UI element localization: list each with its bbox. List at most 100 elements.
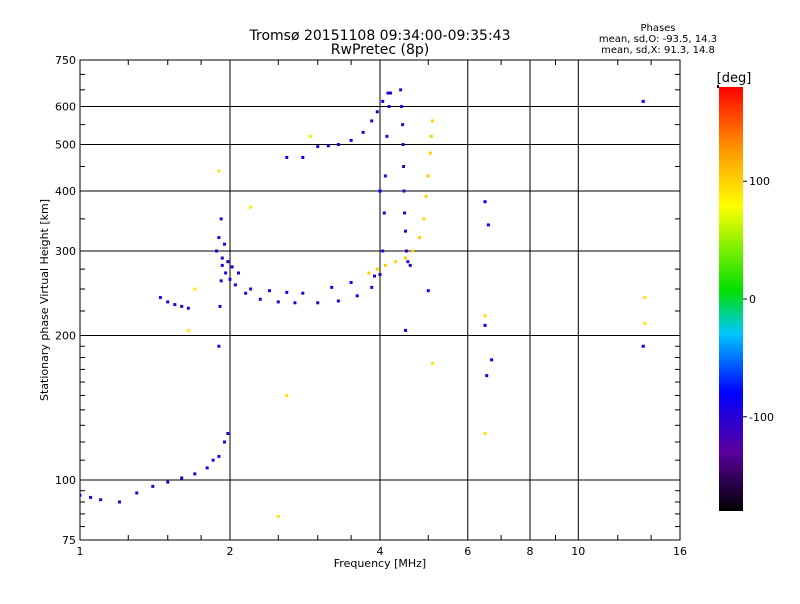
series-o-mode-spread xyxy=(215,217,377,295)
echo-point xyxy=(378,189,382,193)
echo-point xyxy=(422,217,426,221)
echo-point xyxy=(186,306,190,310)
echo-point xyxy=(403,229,407,233)
echo-point xyxy=(217,236,221,240)
echo-point xyxy=(417,236,421,240)
echo-point xyxy=(285,155,289,159)
echo-point xyxy=(230,265,234,269)
echo-point xyxy=(180,476,184,480)
series-low-sporadic xyxy=(80,296,230,504)
series-o-mode-cusp xyxy=(399,88,412,267)
echo-point xyxy=(276,514,280,518)
echo-point xyxy=(373,274,377,278)
echo-point xyxy=(486,223,490,227)
echo-point xyxy=(403,328,407,332)
echo-point xyxy=(217,454,221,458)
chart-title: Tromsø 20151108 09:34:00-09:35:43 xyxy=(249,28,511,44)
echo-point xyxy=(404,249,408,253)
echo-point xyxy=(220,263,224,267)
y-tick-label: 100 xyxy=(55,474,76,487)
echo-point xyxy=(361,130,365,134)
echo-point xyxy=(426,174,430,178)
echo-point xyxy=(399,88,403,92)
echo-point xyxy=(428,151,432,155)
echo-point xyxy=(316,145,320,149)
echo-point xyxy=(349,280,353,284)
echo-point xyxy=(151,484,155,488)
echo-point xyxy=(375,267,379,271)
x-tick-label: 8 xyxy=(527,545,534,558)
echo-point xyxy=(158,296,162,300)
y-tick-label: 200 xyxy=(55,330,76,343)
phase-stats-o: mean, sd,O: -93.5, 14.3 xyxy=(598,34,718,45)
echo-point xyxy=(381,249,385,253)
echo-point xyxy=(117,500,121,504)
echo-point xyxy=(223,440,227,444)
echo-point xyxy=(285,394,289,398)
echo-point xyxy=(336,143,340,147)
echo-point xyxy=(301,291,305,295)
echo-point xyxy=(211,458,215,462)
echo-point xyxy=(426,289,430,293)
echo-point xyxy=(301,155,305,159)
echo-point xyxy=(293,301,297,305)
echo-point xyxy=(249,205,253,209)
echo-point xyxy=(226,432,230,436)
echo-point xyxy=(218,304,222,308)
echo-point xyxy=(643,321,647,325)
x-tick-label: 4 xyxy=(377,545,384,558)
x-axis-label: Frequency [MHz] xyxy=(334,557,426,570)
echo-point xyxy=(431,361,435,365)
chart-subtitle: RwPretec (8p) xyxy=(330,42,430,58)
echo-point xyxy=(308,134,312,138)
echo-point xyxy=(402,164,406,168)
echo-point xyxy=(386,91,390,95)
echo-point xyxy=(135,491,139,495)
colorbar-tick-label: -100 xyxy=(749,411,774,424)
series-x-mode-trace xyxy=(367,119,435,275)
echo-point xyxy=(402,189,406,193)
echo-point xyxy=(383,263,387,267)
echo-point xyxy=(483,200,487,204)
echo-point xyxy=(336,299,340,303)
echo-point xyxy=(186,328,190,332)
echo-point xyxy=(180,304,184,308)
y-tick-label: 600 xyxy=(55,101,76,114)
echo-point xyxy=(326,144,330,148)
axis-ticks: 1 2 4 6 8 10 16 75 100 200 300 400 500 600 750 xyxy=(55,54,687,558)
phase-stats-heading: Phases xyxy=(640,23,676,34)
colorbar-unit-label: [deg] xyxy=(717,71,752,86)
echo-point xyxy=(429,134,433,138)
echo-point xyxy=(276,300,280,304)
echo-point xyxy=(219,279,223,283)
colorbar-tick-label: 100 xyxy=(749,175,770,188)
echo-point xyxy=(408,263,412,267)
echo-point xyxy=(228,277,232,281)
y-tick-label: 400 xyxy=(55,185,76,198)
series-upper-echo xyxy=(316,91,390,149)
echo-point xyxy=(483,314,487,318)
echo-point xyxy=(233,283,237,287)
echo-point xyxy=(485,374,489,378)
series-scattered-positive xyxy=(186,134,647,518)
y-axis-label: Stationary phase Virtual Height [km] xyxy=(38,199,51,401)
colorbar-bracket xyxy=(717,85,719,88)
echo-point xyxy=(80,493,82,497)
echo-point xyxy=(483,323,487,327)
x-tick-label: 16 xyxy=(673,545,687,558)
echo-point xyxy=(403,256,407,260)
echo-point xyxy=(400,105,404,109)
phase-stats-x: mean, sd,X: 91.3, 14.8 xyxy=(601,45,715,56)
echo-point xyxy=(389,91,393,95)
echo-point xyxy=(403,211,407,215)
echo-point xyxy=(370,285,374,289)
echo-point xyxy=(394,260,398,264)
echo-point xyxy=(224,271,228,275)
echo-point xyxy=(193,287,197,291)
echo-point xyxy=(641,344,645,348)
echo-point xyxy=(226,260,230,264)
echo-point xyxy=(166,480,170,484)
y-tick-label: 75 xyxy=(62,534,76,547)
